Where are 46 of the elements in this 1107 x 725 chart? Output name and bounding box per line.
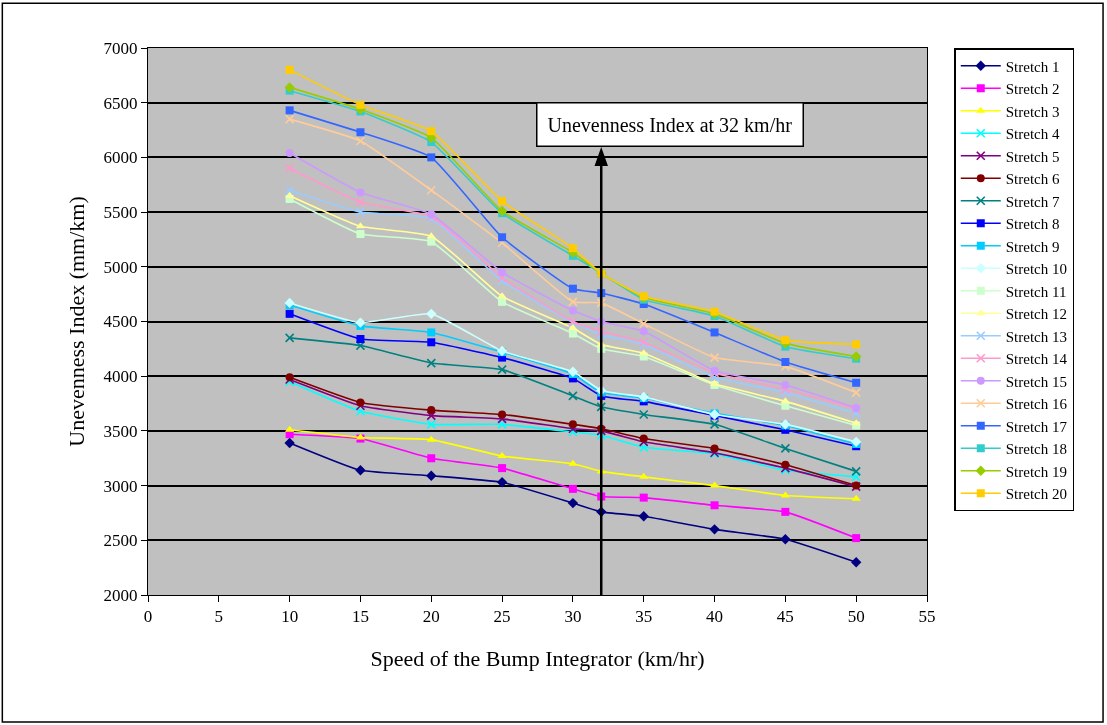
x-tick-label: 30 <box>564 607 582 627</box>
x-tick-label: 50 <box>847 607 865 627</box>
legend-label: Stretch 12 <box>1005 306 1068 323</box>
y-tick-label: 4500 <box>103 312 138 332</box>
legend-label: Stretch 13 <box>1005 328 1068 345</box>
legend-label: Stretch 15 <box>1005 373 1068 390</box>
legend-label: Stretch 17 <box>1005 418 1068 435</box>
y-tick-label: 7000 <box>103 38 138 58</box>
x-tick-label: 15 <box>351 607 369 627</box>
legend-label: Stretch 10 <box>1005 261 1068 278</box>
legend-label: Stretch 8 <box>1005 216 1060 233</box>
x-tick-label: 20 <box>422 607 440 627</box>
x-tick-label: 25 <box>493 607 511 627</box>
x-tick-label: 0 <box>143 607 153 627</box>
legend-label: Stretch 6 <box>1005 171 1060 188</box>
legend-label: Stretch 5 <box>1005 148 1060 165</box>
x-tick-label: 5 <box>214 607 224 627</box>
y-tick-label: 3000 <box>103 476 138 496</box>
x-tick-label: 35 <box>635 607 653 627</box>
y-tick-label: 6000 <box>103 148 138 168</box>
y-tick-label: 6500 <box>103 93 138 113</box>
legend-label: Stretch 18 <box>1005 441 1068 458</box>
annotation: Unevenness Index at 32 km/hr <box>547 113 793 136</box>
y-tick-label: 3500 <box>103 421 138 441</box>
y-tick-label: 5000 <box>103 257 138 277</box>
legend-label: Stretch 9 <box>1005 238 1060 255</box>
y-tick-label: 5500 <box>103 203 138 223</box>
legend-label: Stretch 19 <box>1005 463 1068 480</box>
legend-label: Stretch 14 <box>1005 351 1068 368</box>
legend-label: Stretch 3 <box>1005 103 1060 120</box>
x-tick-label: 40 <box>706 607 724 627</box>
y-tick-label: 2000 <box>103 585 138 605</box>
y-axis-title: Unevenness Index (mm/km) <box>64 196 90 447</box>
x-tick-label: 10 <box>281 607 299 627</box>
legend-label: Stretch 11 <box>1005 283 1067 300</box>
legend-label: Stretch 16 <box>1005 396 1068 413</box>
legend-label: Stretch 7 <box>1005 193 1060 210</box>
legend-label: Stretch 4 <box>1005 126 1060 143</box>
x-tick-label: 45 <box>776 607 794 627</box>
legend-label: Stretch 2 <box>1005 81 1060 98</box>
x-tick-label: 55 <box>918 607 936 627</box>
y-tick-label: 4000 <box>103 367 138 387</box>
x-axis-title: Speed of the Bump Integrator (km/hr) <box>370 646 705 672</box>
y-tick-label: 2500 <box>103 531 138 551</box>
legend-label: Stretch 20 <box>1005 486 1068 503</box>
legend-label: Stretch 1 <box>1005 58 1060 75</box>
